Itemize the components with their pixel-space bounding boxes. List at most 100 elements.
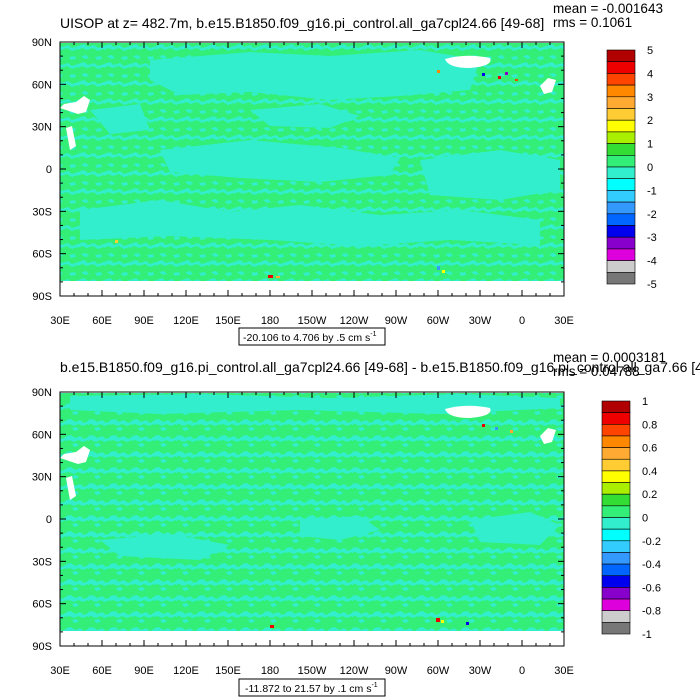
- lat-tick-label: 60N: [32, 429, 52, 441]
- lon-tick-label: 0: [519, 315, 525, 327]
- lon-tick-label: 120W: [340, 315, 369, 327]
- lon-tick-label: 180: [261, 315, 279, 327]
- lon-tick-label: 30E: [554, 315, 574, 327]
- field-region: [420, 150, 560, 200]
- colorbar-swatch: [601, 482, 631, 495]
- lat-tick-label: 60S: [32, 599, 52, 611]
- colorbar-label: -5: [647, 279, 657, 291]
- lon-tick-label: 0: [519, 665, 525, 677]
- speckle: [495, 427, 498, 430]
- colorbar-label: -0.4: [642, 559, 661, 571]
- colorbar-swatch: [606, 236, 636, 250]
- field-region: [150, 50, 480, 100]
- land-mask: [60, 446, 90, 464]
- colorbar-top: 5 4 3 2 1 0 -1 -2 -3 -4 -5: [606, 45, 657, 291]
- speckle: [505, 72, 508, 75]
- lon-tick-label: 120E: [173, 315, 199, 327]
- panel-bottom-rms: rms = 0.04788: [553, 364, 640, 379]
- lon-tick-label: 60E: [92, 665, 112, 677]
- colorbar-swatch: [606, 73, 636, 86]
- field-region: [80, 200, 540, 246]
- colorbar-label: 2: [647, 115, 653, 127]
- colorbar-label: 0.4: [642, 466, 657, 478]
- range-box: [238, 327, 386, 346]
- speckle: [515, 79, 518, 81]
- colorbar-swatch: [606, 143, 636, 156]
- lon-tick-label: 60E: [92, 315, 112, 327]
- greenland-mask: [445, 55, 491, 68]
- lat-tick-label: 90S: [32, 641, 52, 653]
- lon-tick-label: 150W: [298, 665, 327, 677]
- colorbar-swatch: [601, 435, 631, 448]
- lon-tick-label: 180: [261, 665, 279, 677]
- panel-top-title: UISOP at z= 482.7m, b.e15.B1850.f09_g16.…: [60, 15, 544, 31]
- range-label-box: -20.106 to 4.706 by .5 cm s-1: [238, 327, 386, 346]
- panel-bottom-map: [59, 391, 565, 647]
- lat-tick-label: 30S: [32, 206, 52, 218]
- colorbar-swatch: [606, 260, 636, 273]
- colorbar-label: 0: [647, 162, 653, 174]
- speckle: [270, 625, 274, 628]
- field-region: [100, 534, 230, 560]
- field-region: [300, 516, 380, 540]
- colorbar-swatch: [606, 178, 636, 191]
- colorbar-swatch: [601, 610, 631, 623]
- colorbar-label: -3: [647, 232, 657, 244]
- colorbar-bottom: 1 0.8 0.6 0.4 0.2 0 -0.2 -0.4 -0.6 -0.8 -1: [601, 396, 661, 641]
- colorbar-swatch: [601, 622, 631, 635]
- colorbar-swatch: [606, 166, 636, 179]
- speckle: [498, 76, 501, 79]
- colorbar-swatch: [601, 412, 631, 425]
- colorbar-label: 3: [647, 92, 653, 104]
- colorbar-swatch: [606, 96, 636, 109]
- lon-tick-label: 120E: [173, 665, 199, 677]
- colorbar-swatch: [606, 201, 636, 215]
- lon-tick-label: 120W: [340, 665, 369, 677]
- field-region: [70, 394, 560, 414]
- panel-top-rms: rms = 0.1061: [553, 15, 632, 30]
- colorbar-swatch: [606, 225, 636, 238]
- colorbar-swatch: [606, 108, 636, 121]
- colorbar-label: -0.8: [642, 606, 661, 618]
- colorbar-swatch: [601, 587, 631, 600]
- field-region: [250, 104, 360, 128]
- speckle: [437, 70, 440, 73]
- colorbar-label: 0.6: [642, 443, 657, 455]
- lat-tick-label: 0: [46, 514, 52, 526]
- speckle: [268, 275, 273, 278]
- range-label-box: -11.872 to 21.57 by .1 cm s-1: [238, 678, 386, 697]
- lon-tick-label: 90W: [385, 665, 408, 677]
- lon-tick-labels: 30E 60E 90E 120E 150E 180 150W 120W 90W 60W 30W 0 30…: [50, 315, 574, 327]
- speckle: [115, 240, 118, 243]
- axis-ticks: [59, 391, 565, 647]
- colorbar-swatch: [606, 84, 636, 98]
- colorbar-label: 4: [647, 68, 653, 80]
- land-mask: [66, 476, 76, 500]
- range-text: -20.106 to 4.706 by .5 cm s-1: [243, 331, 377, 344]
- panel-top-map: [59, 41, 565, 297]
- lon-tick-label: 150E: [215, 665, 241, 677]
- colorbar-label: -4: [647, 256, 657, 268]
- lon-tick-label: 30W: [469, 665, 492, 677]
- colorbar-swatch: [601, 423, 631, 437]
- speckle: [482, 73, 485, 76]
- colorbar-swatch: [606, 119, 636, 133]
- colorbar-swatch: [601, 505, 631, 518]
- colorbar-swatch: [601, 400, 631, 413]
- colorbar-swatch: [601, 458, 631, 472]
- lat-tick-label: 30S: [32, 556, 52, 568]
- greenland-mask: [445, 405, 491, 418]
- lat-tick-label: 60N: [32, 79, 52, 91]
- lat-tick-label: 90N: [32, 37, 52, 49]
- colorbar-swatch: [601, 528, 631, 542]
- colorbar-swatch: [606, 190, 636, 203]
- colorbar-label: -1: [647, 185, 657, 197]
- ocean-field: [60, 393, 564, 631]
- speckle: [482, 424, 485, 427]
- lon-tick-label: 150E: [215, 315, 241, 327]
- colorbar-swatch: [601, 598, 631, 611]
- colorbar-label: -0.6: [642, 582, 661, 594]
- colorbar-swatch: [601, 575, 631, 588]
- colorbar-swatch: [601, 493, 631, 507]
